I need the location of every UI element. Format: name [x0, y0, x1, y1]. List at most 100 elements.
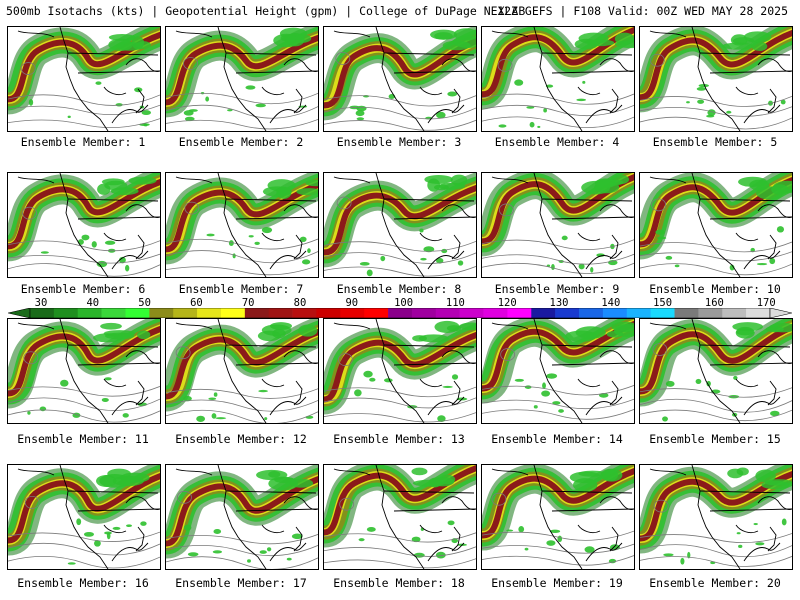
- wind-blob: [128, 176, 157, 185]
- coastline: [393, 508, 476, 512]
- height-contour: [640, 106, 792, 117]
- wind-patch: [359, 261, 370, 266]
- coastline: [77, 216, 160, 220]
- jet-core: [482, 468, 634, 539]
- coastline: [541, 52, 633, 56]
- wind-patch: [506, 529, 514, 532]
- wind-blob: [268, 471, 281, 478]
- member-map-svg: [482, 27, 634, 131]
- wind-patch: [435, 551, 446, 559]
- wind-blob: [565, 330, 597, 342]
- member-map-svg: [8, 27, 160, 131]
- wind-patch: [228, 240, 234, 247]
- height-contour: [324, 241, 476, 252]
- coastline: [383, 344, 475, 348]
- wind-patch: [28, 99, 34, 106]
- wind-patch: [552, 401, 561, 405]
- low-contour: [20, 62, 36, 75]
- coastline: [59, 27, 109, 131]
- member-map-svg: [324, 319, 476, 423]
- coastline: [533, 27, 583, 131]
- coastline: [743, 250, 781, 270]
- low-contour: [498, 203, 514, 217]
- wind-blob: [722, 42, 754, 50]
- coastline: [103, 378, 127, 388]
- wind-patch: [213, 392, 218, 397]
- wind-patch: [697, 99, 705, 104]
- coastline: [649, 176, 687, 184]
- height-contour: [640, 556, 792, 567]
- low-contour: [651, 198, 667, 212]
- ensemble-member-caption: Ensemble Member: 6: [20, 282, 146, 296]
- wind-patch: [524, 547, 529, 551]
- ensemble-member-map: [323, 318, 477, 424]
- colorbar-swatch: [411, 308, 437, 318]
- wind-blob: [727, 468, 744, 479]
- member-map-svg: [166, 465, 318, 569]
- height-contour: [166, 399, 318, 412]
- coastline: [533, 465, 583, 569]
- coastline: [441, 204, 476, 218]
- ensemble-member-map: [481, 318, 635, 424]
- wind-patch: [546, 540, 556, 546]
- coastline: [67, 198, 159, 202]
- wind-patch: [770, 410, 780, 417]
- ensemble-member-map: [323, 26, 477, 132]
- coastline: [375, 173, 425, 277]
- ensemble-member-map: [481, 172, 635, 278]
- height-contour: [640, 387, 792, 398]
- jet-core: [324, 38, 476, 109]
- height-contour: [166, 250, 318, 264]
- height-contour: [8, 94, 160, 106]
- coastline: [577, 86, 601, 96]
- wind-patch: [674, 264, 680, 268]
- wind-patch: [558, 409, 564, 413]
- wind-patch: [557, 535, 563, 542]
- colorbar-tick-label: 120: [497, 297, 517, 309]
- coastline: [743, 104, 781, 124]
- ensemble-member-caption: Ensemble Member: 10: [649, 282, 781, 296]
- wind-patch: [436, 111, 446, 119]
- coastline: [77, 508, 160, 512]
- wind-patch: [457, 260, 464, 266]
- ensemble-member-map: [165, 318, 319, 424]
- height-contour: [640, 263, 792, 276]
- coastline: [77, 70, 160, 74]
- wind-blob: [446, 325, 462, 332]
- wind-blob: [96, 474, 117, 487]
- coastline: [757, 204, 792, 218]
- height-contour: [640, 544, 792, 558]
- coastline: [419, 232, 443, 242]
- wind-patch: [655, 229, 665, 235]
- ensemble-member-caption: Ensemble Member: 19: [491, 576, 623, 590]
- wind-patch: [526, 106, 535, 109]
- coastline: [261, 232, 285, 242]
- colorbar-swatch: [698, 308, 723, 318]
- wind-blob: [296, 188, 318, 196]
- wind-patch: [514, 79, 524, 86]
- coastline: [235, 216, 318, 220]
- header-title: 500mb Isotachs (kts) | Geopotential Heig…: [6, 4, 526, 18]
- coastline: [767, 526, 777, 552]
- wind-patch: [736, 532, 741, 535]
- wind-patch: [91, 241, 97, 248]
- ensemble-member-caption: Ensemble Member: 2: [178, 135, 304, 149]
- coastline: [743, 396, 781, 416]
- wind-patch: [582, 80, 586, 84]
- coastline: [383, 490, 475, 494]
- coastline: [491, 468, 529, 476]
- wind-blob: [269, 322, 293, 330]
- member-map-svg: [166, 173, 318, 277]
- ensemble-member-caption: Ensemble Member: 14: [491, 432, 623, 446]
- coastline: [609, 380, 619, 406]
- coastline: [441, 58, 476, 72]
- wind-patch: [126, 524, 132, 528]
- wind-patch: [698, 83, 709, 88]
- coastline: [577, 378, 601, 388]
- coastline: [217, 465, 267, 569]
- coastline: [111, 542, 149, 562]
- wind-blob: [108, 38, 133, 51]
- height-contour: [8, 531, 160, 542]
- coastline: [293, 526, 303, 552]
- wind-patch: [248, 235, 254, 238]
